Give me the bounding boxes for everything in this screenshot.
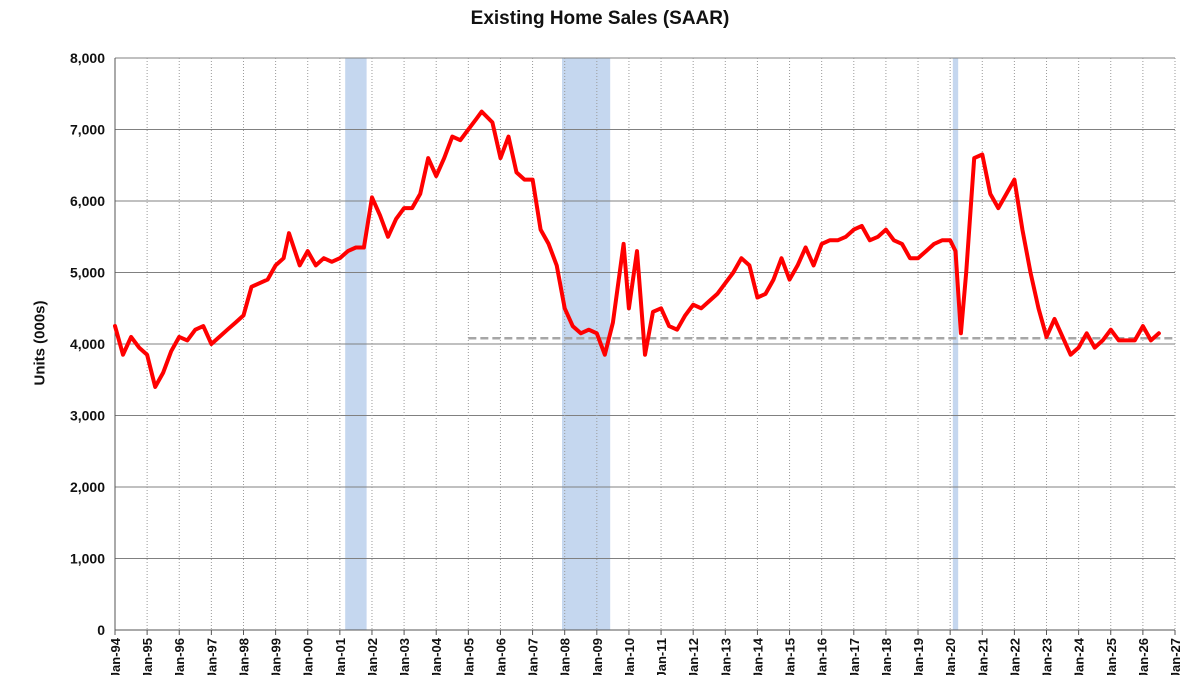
x-tick-label: Jan-00 — [301, 638, 316, 675]
x-tick-label: Jan-02 — [365, 638, 380, 675]
x-tick-label: Jan-01 — [333, 638, 348, 675]
x-tick-label: Jan-13 — [718, 638, 733, 675]
x-tick-label: Jan-04 — [429, 637, 444, 675]
x-tick-label: Jan-24 — [1072, 637, 1087, 675]
series-group — [113, 109, 1161, 389]
y-tick-label: 4,000 — [70, 336, 105, 352]
x-tick-label: Jan-22 — [1007, 638, 1022, 675]
x-tick-label: Jan-27 — [1168, 638, 1183, 675]
x-tick-labels: Jan-94 Jan-95 Jan-96 Jan-97 Jan-98 Jan-99 Jan-… — [108, 637, 1183, 675]
y-tick-label: 1,000 — [70, 551, 105, 567]
x-tick-label: Jan-17 — [847, 638, 862, 675]
y-tick-label: 0 — [97, 622, 105, 638]
x-tick-label: Jan-15 — [783, 638, 798, 675]
y-tick-label: 2,000 — [70, 479, 105, 495]
y-tick-labels: 0 1,000 2,000 3,000 4,000 5,000 6,000 7,000 8,00… — [70, 50, 105, 638]
x-tick-label: Jan-25 — [1104, 638, 1119, 675]
x-tick-label: Jan-07 — [526, 638, 541, 675]
y-tick-label: 6,000 — [70, 193, 105, 209]
x-tick-label: Jan-05 — [461, 638, 476, 675]
series-line — [113, 109, 1161, 389]
x-tick-label: Jan-08 — [558, 638, 573, 675]
x-tick-label: Jan-96 — [172, 638, 187, 675]
x-tick-label: Jan-14 — [750, 637, 765, 675]
y-tick-label: 3,000 — [70, 408, 105, 424]
x-tick-label: Jan-97 — [204, 638, 219, 675]
x-tick-label: Jan-11 — [654, 638, 669, 675]
x-tick-label: Jan-98 — [236, 638, 251, 675]
x-tick-label: Jan-21 — [975, 638, 990, 675]
x-tick-label: Jan-09 — [590, 638, 605, 675]
x-tick-label: Jan-95 — [140, 638, 155, 675]
x-tick-label: Jan-10 — [622, 638, 637, 675]
chart-title: Existing Home Sales (SAAR) — [470, 8, 730, 29]
x-tick-label: Jan-12 — [686, 638, 701, 675]
x-tick-label: Jan-20 — [943, 638, 958, 675]
x-tick-label: Jan-23 — [1040, 638, 1055, 675]
x-tick-label: Jan-94 — [108, 637, 123, 675]
y-tick-label: 7,000 — [70, 122, 105, 138]
y-tick-label: 8,000 — [70, 50, 105, 66]
x-tick-label: Jan-99 — [269, 638, 284, 675]
x-tick-label: Jan-18 — [879, 638, 894, 675]
x-tick-label: Jan-26 — [1136, 638, 1151, 675]
x-tick-label: Jan-03 — [397, 638, 412, 675]
x-tick-label: Jan-06 — [493, 638, 508, 675]
x-tick-label: Jan-19 — [911, 638, 926, 675]
x-tick-label: Jan-16 — [815, 638, 830, 675]
y-tick-label: 5,000 — [70, 265, 105, 281]
